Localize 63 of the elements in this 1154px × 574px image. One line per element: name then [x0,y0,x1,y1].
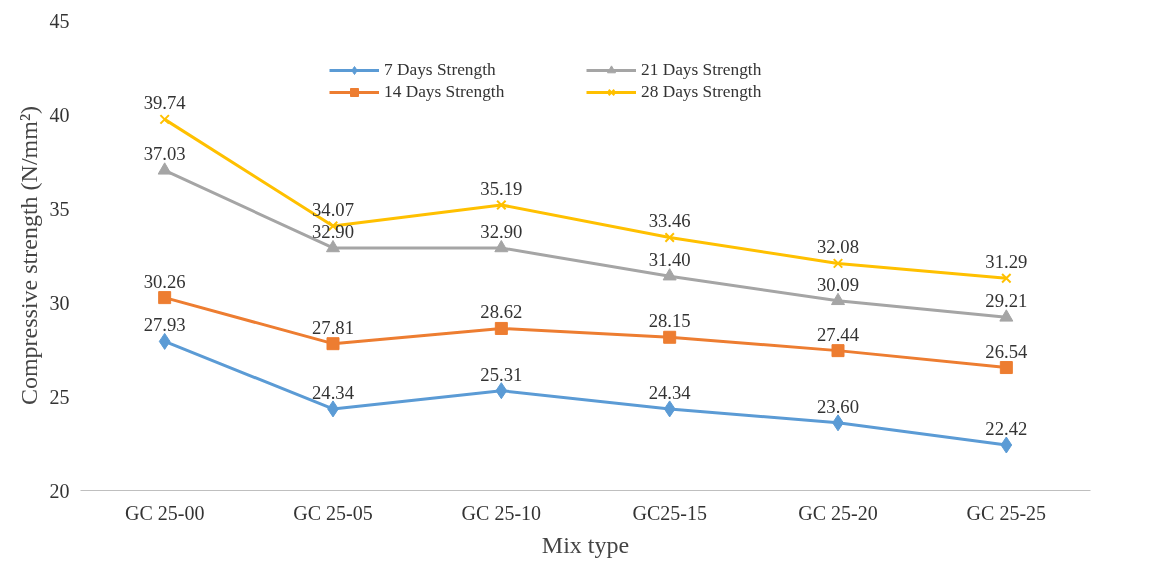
point [157,162,172,175]
data-label: 34.07 [312,198,354,220]
data-label: 26.54 [985,340,1028,362]
data-label: 33.46 [648,210,691,232]
point [831,292,845,306]
point [663,400,676,418]
point [831,344,845,358]
data-label: 28.15 [648,310,691,332]
x-tick-label: GC25-15 [632,501,707,524]
data-label: 28.62 [480,301,523,323]
point [1001,273,1012,284]
data-label: 25.31 [480,363,523,385]
y-axis-title: Compressive strength (N/mm²) [15,105,42,406]
x-tick-label: GC 25-20 [798,501,878,524]
data-label: 32.08 [817,236,859,258]
point [664,232,675,243]
y-tick-label: 20 [49,479,70,502]
data-label: 39.74 [143,92,187,114]
data-label: 35.19 [480,177,523,199]
y-tick-label: 30 [49,291,70,314]
data-label: 32.90 [480,220,523,242]
legend-label: 14 Days Strength [384,82,506,102]
x-tick-label: GC 25-05 [293,501,373,524]
data-label: 32.90 [312,220,354,242]
y-tick-label: 25 [49,385,70,408]
data-label: 27.44 [817,323,860,345]
data-label: 23.60 [817,395,859,417]
data-label: 30.26 [143,270,186,292]
data-label: 37.03 [143,143,186,165]
point [496,199,507,211]
point [663,330,677,344]
data-label: 27.81 [312,316,354,338]
data-label: 30.09 [817,273,859,295]
point [495,382,508,400]
point [159,114,170,125]
data-label: 24.34 [648,381,692,403]
x-axis-title: Mix type [541,531,630,558]
data-label: 22.42 [985,418,1028,439]
point [999,309,1014,322]
point [158,291,172,305]
point [832,258,844,269]
point [326,337,340,351]
data-label: 24.34 [312,381,355,403]
point [494,321,508,335]
point [158,332,171,350]
data-label: 29.21 [985,290,1028,312]
data-label: 27.93 [143,314,186,336]
data-label: 31.40 [648,249,691,271]
legend-label: 21 Days Strength [641,60,763,80]
point [999,361,1013,375]
point [326,239,340,253]
x-tick-label: GC 25-00 [124,501,205,524]
legend-label: 28 Days Strength [641,82,763,102]
x-tick-label: GC 25-25 [966,501,1047,524]
point [662,268,677,281]
data-label: 31.29 [985,251,1028,273]
point [494,239,509,253]
y-tick-label: 40 [49,103,70,126]
x-tick-label: GC 25-10 [461,501,542,524]
y-tick-label: 45 [49,9,70,32]
legend-label: 7 Days Strength [384,60,497,80]
point [1000,436,1013,454]
y-tick-label: 35 [49,197,70,220]
